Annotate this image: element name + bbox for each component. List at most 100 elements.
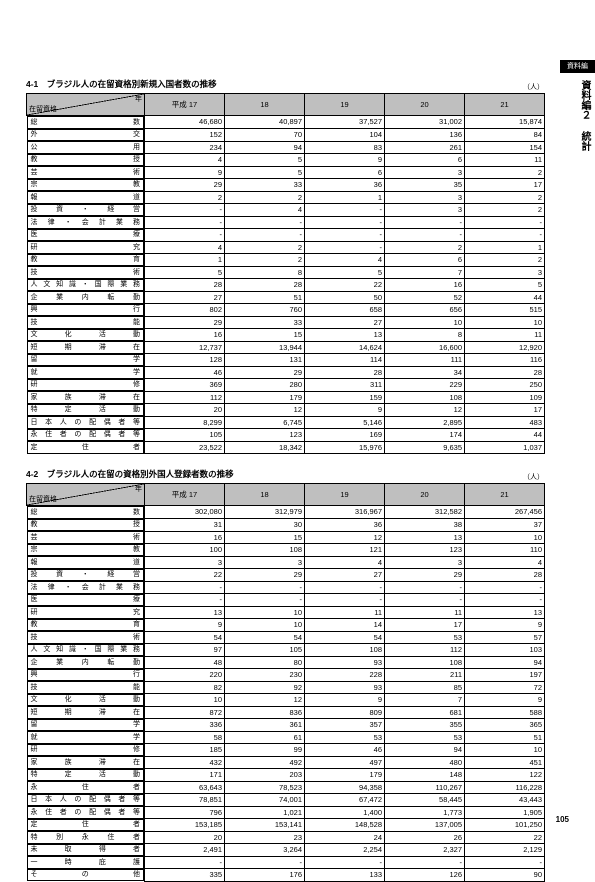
- table-row: 文化活動161513811: [27, 329, 545, 342]
- table1-body: 総数46,68040,89737,52731,00215,874外交152701…: [27, 116, 545, 454]
- cell: 27: [305, 569, 385, 582]
- cell: 9: [465, 694, 545, 707]
- cell: 12,920: [465, 341, 545, 354]
- cell: 492: [225, 756, 305, 769]
- cell: -: [465, 216, 545, 229]
- cell: 2: [465, 204, 545, 217]
- cell: 15: [225, 531, 305, 544]
- table-row: 投資・経営-4-32: [27, 204, 545, 217]
- table-row: 特定活動201291217: [27, 404, 545, 417]
- cell: 108: [225, 544, 305, 557]
- cell: 335: [145, 869, 225, 882]
- cell: 2,327: [385, 844, 465, 857]
- cell: 13: [465, 606, 545, 619]
- cell: 230: [225, 669, 305, 682]
- col-h18: 18: [225, 94, 305, 116]
- table-row: 文化活動1012979: [27, 694, 545, 707]
- cell: 82: [145, 681, 225, 694]
- cell: 46: [145, 366, 225, 379]
- cell: 176: [225, 869, 305, 882]
- cell: 261: [385, 141, 465, 154]
- col-h19: 19: [305, 94, 385, 116]
- row-label: 研修: [27, 379, 145, 392]
- table-row: 家族滞在112179159108109: [27, 391, 545, 404]
- cell: -: [305, 216, 385, 229]
- table-row: 興行802760658656515: [27, 304, 545, 317]
- cell: 13,944: [225, 341, 305, 354]
- cell: 114: [305, 354, 385, 367]
- table-row: 永住者の配偶者等10512316917444: [27, 429, 545, 442]
- cell: -: [145, 216, 225, 229]
- cell: 54: [225, 631, 305, 644]
- cell: -: [305, 594, 385, 607]
- cell: 93: [305, 681, 385, 694]
- cell: 361: [225, 719, 305, 732]
- cell: 8: [225, 266, 305, 279]
- cell: -: [145, 856, 225, 869]
- cell: 1,905: [465, 806, 545, 819]
- row-label: 芸術: [27, 166, 145, 179]
- table-row: 外交1527010413684: [27, 129, 545, 142]
- cell: -: [305, 241, 385, 254]
- table-row: 日本人の配偶者等8,2996,7455,1462,895483: [27, 416, 545, 429]
- cell: 14: [305, 619, 385, 632]
- cell: 432: [145, 756, 225, 769]
- cell: 27: [145, 291, 225, 304]
- cell: 185: [145, 744, 225, 757]
- cell: 179: [305, 769, 385, 782]
- cell: 85: [385, 681, 465, 694]
- row-label: 永住者: [27, 781, 145, 794]
- col-h21: 21: [465, 94, 545, 116]
- row-label: 報道: [27, 556, 145, 569]
- cell: 112: [145, 391, 225, 404]
- cell: 105: [225, 644, 305, 657]
- cell: 7: [385, 694, 465, 707]
- table-1: 年 在留資格 平成 17 18 19 20 21 総数46,68040,8973…: [26, 93, 545, 454]
- cell: 12: [225, 694, 305, 707]
- cell: 131: [225, 354, 305, 367]
- cell: 8: [385, 329, 465, 342]
- cell: 11: [465, 154, 545, 167]
- cell: 50: [305, 291, 385, 304]
- cell: 1,400: [305, 806, 385, 819]
- row-label: 技能: [27, 681, 145, 694]
- cell: 355: [385, 719, 465, 732]
- row-label: 研究: [27, 241, 145, 254]
- cell: 94: [465, 656, 545, 669]
- cell: 22: [145, 569, 225, 582]
- cell: 35: [385, 179, 465, 192]
- row-label: 技術: [27, 631, 145, 644]
- corner-label: 在留資格: [29, 495, 57, 505]
- cell: 137,005: [385, 819, 465, 832]
- cell: -: [145, 229, 225, 242]
- cell: 10: [465, 744, 545, 757]
- cell: 451: [465, 756, 545, 769]
- table-row: 技能8292938572: [27, 681, 545, 694]
- cell: 46: [305, 744, 385, 757]
- cell: 28: [225, 279, 305, 292]
- table-row: 報道33434: [27, 556, 545, 569]
- cell: 2,895: [385, 416, 465, 429]
- row-label: 企業内転勤: [27, 656, 145, 669]
- cell: 36: [305, 179, 385, 192]
- cell: 267,456: [465, 506, 545, 519]
- cell: 4: [305, 254, 385, 267]
- row-label: 投資・経営: [27, 569, 145, 582]
- cell: 2: [465, 191, 545, 204]
- cell: 52: [385, 291, 465, 304]
- cell: 2: [145, 191, 225, 204]
- row-label: 一時庇護: [27, 856, 145, 869]
- cell: -: [465, 594, 545, 607]
- cell: 9: [145, 166, 225, 179]
- row-label: 留学: [27, 354, 145, 367]
- cell: 8,299: [145, 416, 225, 429]
- cell: 2: [225, 254, 305, 267]
- cell: 29: [225, 366, 305, 379]
- cell: 836: [225, 706, 305, 719]
- row-label: 定住者: [27, 441, 145, 454]
- cell: 78,851: [145, 794, 225, 807]
- cell: 1,773: [385, 806, 465, 819]
- cell: 12,737: [145, 341, 225, 354]
- row-label: 企業内転勤: [27, 291, 145, 304]
- cell: 5: [225, 166, 305, 179]
